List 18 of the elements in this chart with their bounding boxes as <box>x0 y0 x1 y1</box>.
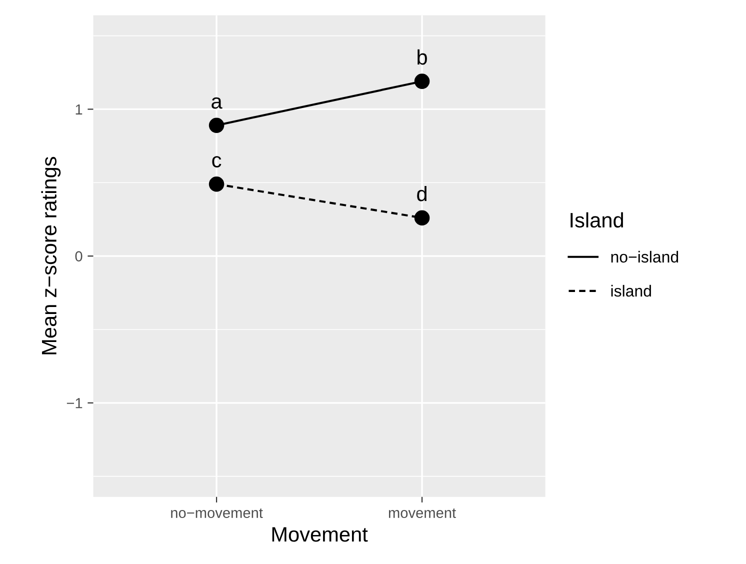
x-tick-label: movement <box>388 508 456 518</box>
y-tick-label: 1 <box>76 104 82 114</box>
y-tick-label: −1 <box>66 398 82 408</box>
x-axis-title: Movement <box>272 527 368 542</box>
point <box>208 118 224 133</box>
annotation: b <box>418 49 427 65</box>
annotation: d <box>417 186 426 202</box>
point <box>414 74 430 89</box>
legend-label: no−island <box>611 250 678 263</box>
legend-title: Island <box>570 212 623 228</box>
point <box>414 210 430 226</box>
annotation: a <box>212 97 222 109</box>
y-axis-title: Mean z−score ratings <box>41 156 61 354</box>
x-tick-label: no−movement <box>171 508 263 518</box>
legend-label: island <box>611 284 651 297</box>
annotation: c <box>212 156 222 168</box>
point <box>208 176 224 192</box>
y-tick-label: 0 <box>75 251 82 262</box>
